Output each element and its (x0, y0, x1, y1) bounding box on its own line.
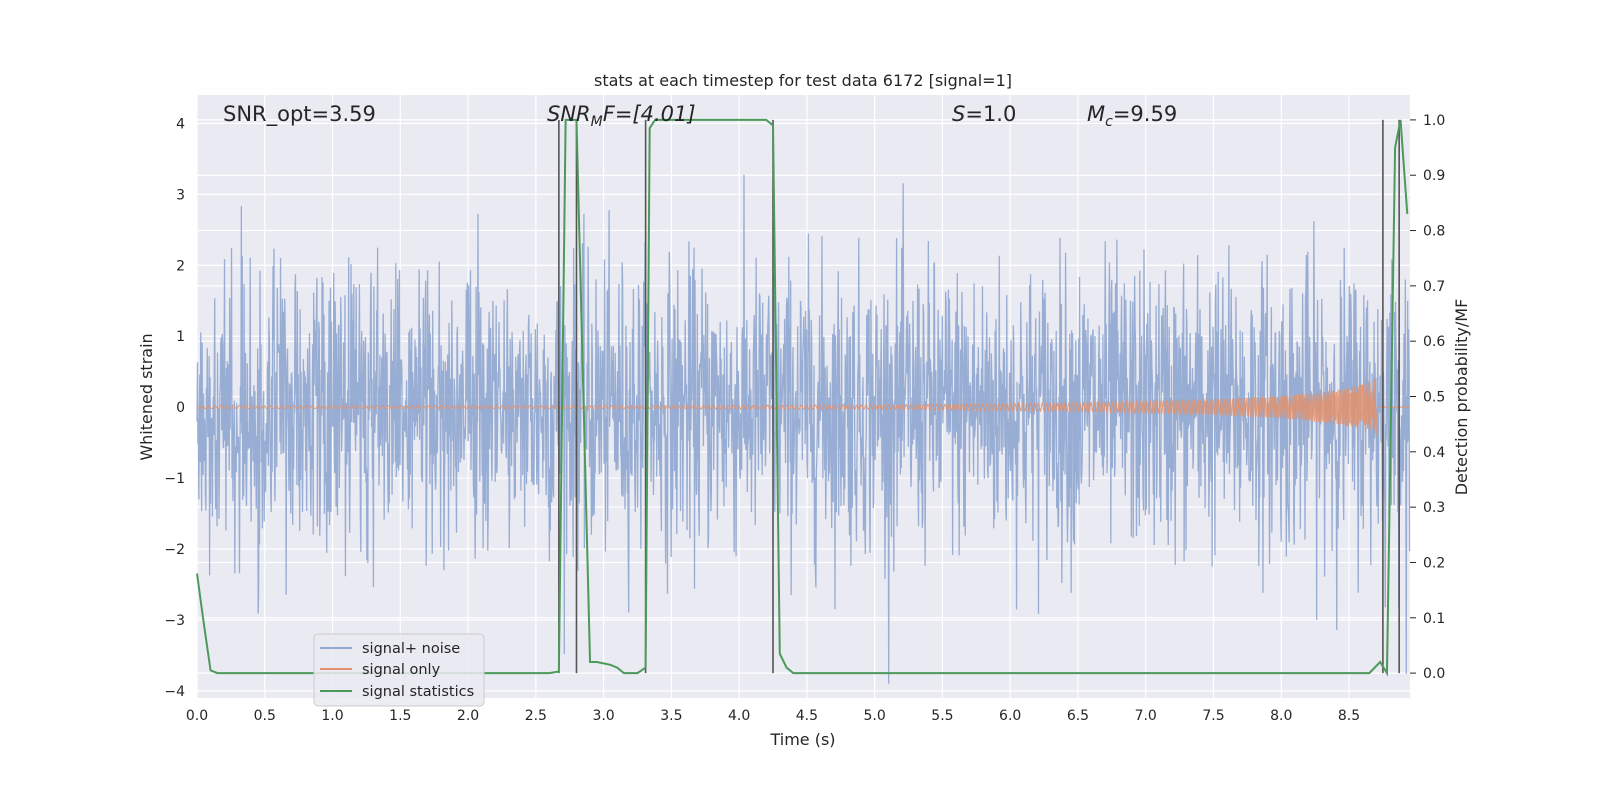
annotation-snr-opt: SNR_opt=3.59 (223, 102, 376, 127)
y2-tick-label: 0.0 (1423, 666, 1445, 682)
x-axis-label: Time (s) (769, 730, 835, 749)
y2-tick-label: 0.2 (1423, 555, 1445, 571)
y2-tick-label: 0.8 (1423, 224, 1445, 240)
series-signal-only (196, 378, 1410, 436)
y-tick-labels: −4 −3 −2 −1 0 1 2 3 4 (164, 116, 185, 700)
annotation-snr-mf-base: SNR (547, 102, 591, 126)
vertical-markers (558, 119, 1400, 674)
annotation-snr-mf-rest: F=[4.01] (603, 102, 696, 126)
y-tick-label: 3 (176, 187, 185, 203)
x-tick-label: 5.0 (864, 708, 886, 724)
y2-tick-label: 0.5 (1423, 390, 1445, 406)
y2-tick-labels: 0.0 0.1 0.2 0.3 0.4 0.5 0.6 0.7 0.8 0.9 1.0 (1410, 113, 1445, 682)
x-tick-label: 5.5 (931, 708, 953, 724)
legend-label-signal-statistics: signal statistics (362, 684, 474, 700)
x-tick-label: 6.5 (1067, 708, 1089, 724)
x-tick-label: 8.5 (1338, 708, 1360, 724)
y-tick-label: −1 (164, 471, 185, 487)
x-tick-label: 7.0 (1135, 708, 1157, 724)
series-signal-noise (196, 174, 1411, 684)
y-tick-label: −4 (164, 684, 185, 700)
y2-tick-label: 0.4 (1423, 445, 1445, 461)
annotation-mc-rest: =9.59 (1113, 102, 1177, 126)
annotation-mc-base: M (1087, 102, 1105, 126)
legend-box (313, 633, 485, 707)
x-tick-label: 3.5 (660, 708, 682, 724)
legend-label-signal-noise: signal+ noise (362, 641, 460, 657)
y-tick-label: 4 (176, 116, 185, 132)
x-tick-label: 4.0 (728, 708, 750, 724)
y2-tick-label: 0.9 (1423, 168, 1445, 184)
y2-tick-label: 0.3 (1423, 500, 1445, 516)
y-tick-label: 1 (176, 329, 185, 345)
y-tick-label: −2 (164, 542, 185, 558)
x-tick-label: 7.5 (1202, 708, 1224, 724)
x-tick-labels: 0.0 0.5 1.0 1.5 2.0 2.5 3.0 3.5 4.0 4.5 5.0 5.5 6.0 6… (186, 708, 1360, 724)
y2-tick-label: 0.1 (1423, 611, 1445, 627)
x-tick-label: 1.5 (389, 708, 411, 724)
y-axis-label: Whitened strain (137, 333, 156, 460)
y2-tick-label: 0.7 (1423, 279, 1445, 295)
y2-tick-label: 1.0 (1423, 113, 1445, 129)
legend-label-signal-only: signal only (362, 662, 441, 678)
y-tick-label: 0 (176, 400, 185, 416)
x-tick-label: 4.5 (796, 708, 818, 724)
annotation-s-var: S (952, 102, 965, 126)
y2-tick-label: 0.6 (1423, 334, 1445, 350)
signal-noise-line (196, 174, 1411, 684)
y-tick-label: −3 (164, 613, 185, 629)
y2-axis-label: Detection probability/MF (1452, 299, 1471, 496)
x-tick-label: 8.0 (1270, 708, 1292, 724)
x-tick-label: 1.0 (321, 708, 343, 724)
annotation-mc: Mc=9.59 (1087, 102, 1177, 130)
signal-only-line (196, 378, 1410, 436)
chart-title: stats at each timestep for test data 617… (594, 71, 1012, 90)
legend: signal+ noise signal only signal statist… (313, 633, 485, 707)
annotation-snr-mf-sub: M (591, 114, 603, 130)
signal-statistics-line (196, 118, 1409, 677)
x-tick-label: 0.0 (186, 708, 208, 724)
annotation-s-rest: =1.0 (965, 102, 1016, 126)
x-tick-label: 6.0 (999, 708, 1021, 724)
y-tick-label: 2 (176, 258, 185, 274)
annotations: SNR_opt=3.59 SNRMF=[4.01] S=1.0 Mc=9.59 (223, 102, 1177, 130)
x-tick-label: 3.0 (592, 708, 614, 724)
series-signal-statistics (196, 118, 1409, 677)
annotation-mc-sub: c (1105, 114, 1113, 130)
annotation-snr-mf: SNRMF=[4.01] (547, 102, 696, 130)
x-tick-label: 0.5 (254, 708, 276, 724)
x-tick-label: 2.0 (457, 708, 479, 724)
annotation-s: S=1.0 (952, 102, 1016, 126)
x-tick-label: 2.5 (525, 708, 547, 724)
